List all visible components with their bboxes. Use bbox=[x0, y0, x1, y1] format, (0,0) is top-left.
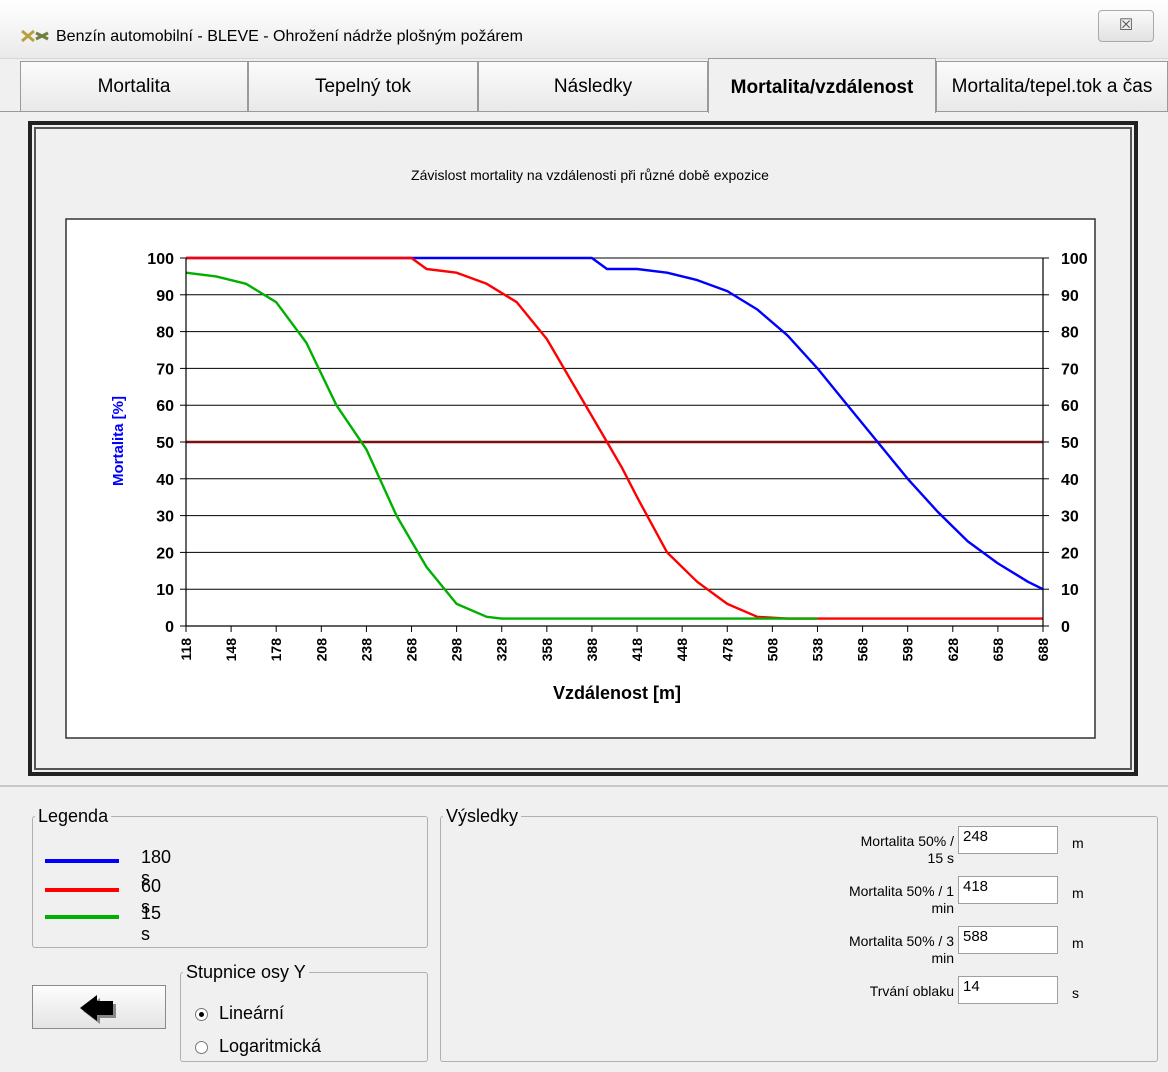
x-tick-label: 508 bbox=[764, 638, 780, 662]
back-button[interactable] bbox=[32, 985, 166, 1029]
result-label-3min: Mortalita 50% / 3 min bbox=[848, 933, 954, 966]
tab-nasledky[interactable]: Následky bbox=[478, 61, 708, 111]
result-label-15s: Mortalita 50% / 15 s bbox=[860, 833, 954, 866]
y-tick-label-right: 80 bbox=[1061, 325, 1079, 342]
result-label-cloud-duration: Trvání oblaku bbox=[869, 983, 954, 999]
result-unit-3min: m bbox=[1072, 935, 1084, 951]
y-axis-label: Mortalita [%] bbox=[110, 396, 127, 486]
legend-label: 60 s bbox=[141, 876, 162, 917]
y-tick-label-right: 0 bbox=[1061, 619, 1070, 636]
chart-title: Závislost mortality na vzdálenosti při r… bbox=[411, 167, 769, 183]
series-line bbox=[185, 271, 818, 620]
x-tick-label: 358 bbox=[539, 638, 555, 662]
radio-linear-indicator[interactable] bbox=[195, 1008, 208, 1021]
app-icon bbox=[21, 29, 49, 43]
x-tick-label: 148 bbox=[223, 638, 239, 662]
y-scale-box: Stupnice osy Y Lineární Logaritmická bbox=[180, 962, 428, 1062]
radio-linear-label[interactable]: Lineární bbox=[219, 1003, 285, 1023]
y-tick-label-right: 30 bbox=[1061, 509, 1079, 526]
result-unit-cloud-duration: s bbox=[1072, 985, 1079, 1001]
legend-label: 15 s bbox=[141, 903, 162, 944]
arrow-left-icon bbox=[80, 995, 116, 1024]
x-tick-label: 538 bbox=[809, 638, 825, 662]
result-input-15s[interactable]: 248 bbox=[958, 826, 1058, 854]
x-tick-label: 658 bbox=[990, 638, 1006, 662]
x-tick-label: 178 bbox=[268, 638, 284, 662]
window-title: Benzín automobilní - BLEVE - Ohrožení ná… bbox=[56, 28, 523, 45]
x-tick-label: 568 bbox=[855, 638, 871, 662]
chart: Závislost mortality na vzdálenosti při r… bbox=[65, 167, 1096, 739]
y-tick-label: 60 bbox=[156, 398, 174, 415]
y-tick-label-right: 40 bbox=[1061, 472, 1079, 489]
result-input-1min[interactable]: 418 bbox=[958, 876, 1058, 904]
y-tick-label-right: 90 bbox=[1061, 288, 1079, 305]
y-tick-label-right: 70 bbox=[1061, 361, 1079, 378]
close-button[interactable]: ☒ bbox=[1098, 10, 1154, 42]
x-tick-label: 388 bbox=[584, 638, 600, 662]
x-tick-label: 448 bbox=[674, 638, 690, 662]
y-tick-label: 20 bbox=[156, 545, 174, 562]
legend-swatch bbox=[45, 859, 119, 863]
x-tick-label: 628 bbox=[945, 638, 961, 662]
legend-label: 180 s bbox=[141, 847, 172, 888]
y-scale-title: Stupnice osy Y bbox=[186, 962, 306, 982]
legend-swatch bbox=[45, 915, 119, 919]
x-tick-label: 598 bbox=[900, 638, 916, 662]
y-tick-label-right: 100 bbox=[1061, 251, 1088, 268]
series-line bbox=[186, 256, 1043, 620]
legend-title: Legenda bbox=[38, 806, 109, 826]
results-title: Výsledky bbox=[446, 806, 519, 826]
y-tick-label: 10 bbox=[156, 582, 174, 599]
result-unit-1min: m bbox=[1072, 885, 1084, 901]
y-tick-label: 30 bbox=[156, 509, 174, 526]
tab-mortalita[interactable]: Mortalita bbox=[20, 61, 248, 111]
tab-mortalita-tepel-tok-cas[interactable]: Mortalita/tepel.tok a čas bbox=[936, 61, 1168, 111]
x-tick-label: 328 bbox=[494, 638, 510, 662]
series-line bbox=[186, 256, 1044, 591]
legend-box: Legenda 180 s 60 s 15 s bbox=[32, 806, 428, 948]
y-tick-label: 70 bbox=[156, 361, 174, 378]
radio-logarithmic-label[interactable]: Logaritmická bbox=[219, 1036, 322, 1056]
lower-panel bbox=[0, 785, 1168, 1072]
y-tick-label: 40 bbox=[156, 472, 174, 489]
results-box: Výsledky bbox=[440, 806, 1158, 1062]
y-tick-label: 100 bbox=[147, 251, 174, 268]
x-tick-label: 238 bbox=[358, 638, 374, 662]
y-tick-label-right: 10 bbox=[1061, 582, 1079, 599]
y-tick-label: 50 bbox=[156, 435, 174, 452]
tab-mortalita-vzdalenost[interactable]: Mortalita/vzdálenost bbox=[708, 58, 936, 113]
tab-tepelny-tok[interactable]: Tepelný tok bbox=[248, 61, 478, 111]
legend-swatch bbox=[45, 888, 119, 892]
y-tick-label-right: 60 bbox=[1061, 398, 1079, 415]
y-tick-label: 80 bbox=[156, 325, 174, 342]
x-axis-label: Vzdálenost [m] bbox=[553, 683, 681, 703]
x-tick-label: 208 bbox=[313, 638, 329, 662]
result-input-cloud-duration[interactable]: 14 bbox=[958, 976, 1058, 1004]
result-input-3min[interactable]: 588 bbox=[958, 926, 1058, 954]
result-label-1min: Mortalita 50% / 1 min bbox=[848, 883, 954, 916]
y-tick-label: 90 bbox=[156, 288, 174, 305]
x-tick-label: 298 bbox=[449, 638, 465, 662]
y-tick-label: 0 bbox=[165, 619, 174, 636]
x-tick-label: 268 bbox=[404, 638, 420, 662]
y-tick-label-right: 50 bbox=[1061, 435, 1079, 452]
x-tick-label: 688 bbox=[1035, 638, 1051, 662]
x-tick-label: 418 bbox=[629, 638, 645, 662]
x-tick-label: 478 bbox=[719, 638, 735, 662]
x-tick-label: 118 bbox=[178, 638, 194, 661]
title-bar: Benzín automobilní - BLEVE - Ohrožení ná… bbox=[0, 0, 1168, 59]
result-unit-15s: m bbox=[1072, 835, 1084, 851]
y-tick-label-right: 20 bbox=[1061, 545, 1079, 562]
radio-logarithmic-indicator[interactable] bbox=[195, 1041, 208, 1054]
tab-panel bbox=[0, 111, 1168, 785]
